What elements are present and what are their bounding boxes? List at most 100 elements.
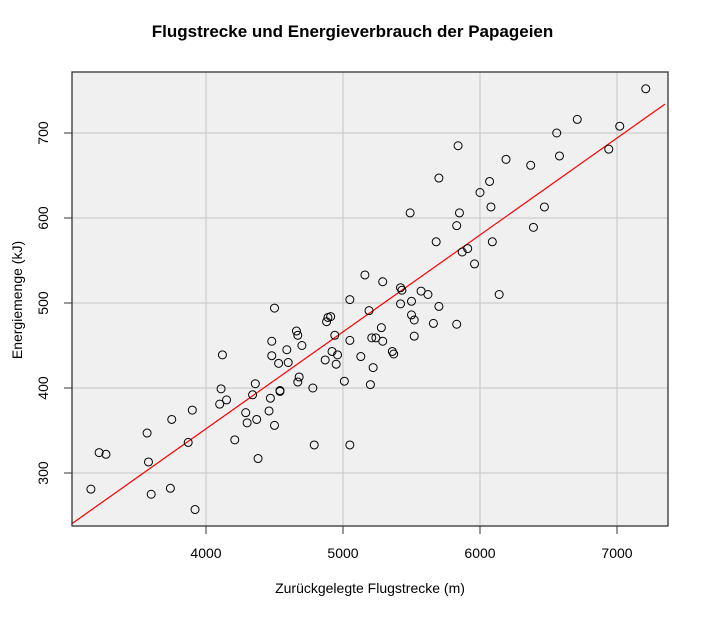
- data-point: [265, 393, 275, 403]
- data-point: [356, 352, 366, 362]
- data-point: [409, 331, 419, 341]
- x-tick-label: 6000: [464, 545, 495, 561]
- data-point: [217, 350, 227, 360]
- data-point: [308, 383, 318, 393]
- data-point: [409, 315, 419, 325]
- data-point: [270, 303, 279, 313]
- data-point: [331, 359, 341, 369]
- x-tick-label: 7000: [601, 545, 632, 561]
- data-point: [368, 363, 378, 373]
- data-point: [294, 372, 304, 382]
- data-point: [453, 141, 463, 151]
- data-point: [274, 358, 284, 368]
- data-point: [405, 208, 415, 218]
- data-point: [190, 505, 200, 515]
- data-point: [282, 345, 292, 355]
- data-point: [554, 151, 564, 161]
- x-tick-label: 4000: [190, 545, 221, 561]
- data-point: [428, 318, 438, 328]
- data-point: [387, 346, 397, 356]
- data-point: [167, 414, 177, 424]
- data-point: [539, 202, 549, 212]
- data-point: [216, 384, 226, 394]
- data-point: [615, 121, 625, 131]
- grid-lines: [72, 72, 668, 526]
- data-point: [275, 386, 285, 396]
- data-point: [345, 295, 355, 305]
- data-point: [367, 333, 377, 343]
- data-point: [264, 406, 274, 416]
- data-point: [326, 312, 336, 322]
- regression-line: [72, 103, 666, 525]
- data-point: [378, 277, 388, 287]
- data-point: [270, 420, 279, 430]
- data-point: [378, 336, 388, 346]
- data-point: [345, 335, 355, 345]
- plot-background: [72, 72, 668, 526]
- data-point: [267, 336, 277, 346]
- data-point: [360, 270, 370, 280]
- data-point: [252, 414, 262, 424]
- data-point: [431, 237, 441, 247]
- data-point: [528, 222, 538, 232]
- data-point: [364, 306, 374, 316]
- data-point: [641, 84, 651, 94]
- data-point: [165, 483, 175, 493]
- data-point: [230, 435, 240, 445]
- data-point: [248, 390, 258, 400]
- y-tick-label: 700: [35, 121, 51, 145]
- data-point: [452, 319, 462, 329]
- data-point: [86, 484, 96, 494]
- data-point: [242, 418, 252, 428]
- y-axis-label: Energiemenge (kJ): [9, 240, 25, 360]
- regression-line-path: [72, 103, 666, 525]
- data-point: [501, 154, 511, 164]
- data-point: [552, 128, 562, 138]
- data-point: [485, 176, 495, 186]
- data-point: [486, 202, 496, 212]
- y-tick-label: 500: [35, 291, 51, 315]
- data-point: [267, 351, 277, 361]
- y-axis: 300 400 500 600 700: [35, 121, 72, 485]
- data-point: [397, 285, 407, 295]
- data-point: [407, 296, 416, 306]
- x-tick-label: 5000: [327, 545, 358, 561]
- data-point: [494, 290, 504, 299]
- data-point: [101, 449, 111, 459]
- data-point: [526, 160, 536, 170]
- data-point: [434, 173, 444, 183]
- data-point: [470, 259, 480, 269]
- data-point: [434, 301, 444, 311]
- data-point: [250, 379, 260, 389]
- data-point: [389, 349, 399, 359]
- data-point: [396, 283, 406, 293]
- data-point: [572, 114, 582, 124]
- y-tick-label: 300: [35, 461, 51, 485]
- plot-frame: [71, 71, 669, 527]
- data-point: [463, 244, 473, 254]
- data-point: [293, 330, 303, 340]
- data-point: [241, 408, 251, 418]
- data-point: [146, 489, 156, 499]
- data-point: [143, 457, 153, 467]
- data-point: [320, 355, 330, 365]
- data-point: [183, 437, 193, 447]
- data-point: [365, 380, 375, 390]
- data-point: [187, 405, 197, 415]
- data-point: [94, 448, 104, 458]
- data-point: [454, 208, 464, 218]
- data-point: [396, 299, 406, 309]
- chart-title: Flugstrecke und Energieverbrauch der Pap…: [151, 22, 554, 41]
- data-point: [604, 144, 614, 154]
- data-point: [423, 290, 433, 299]
- y-tick-label: 600: [35, 206, 51, 230]
- data-point: [376, 323, 386, 333]
- data-point: [309, 440, 319, 450]
- data-point: [452, 221, 462, 231]
- data-point: [215, 399, 225, 409]
- data-point: [330, 330, 340, 340]
- data-point: [297, 341, 307, 350]
- data-point: [487, 237, 497, 247]
- x-axis: 4000 5000 6000 7000: [190, 526, 633, 561]
